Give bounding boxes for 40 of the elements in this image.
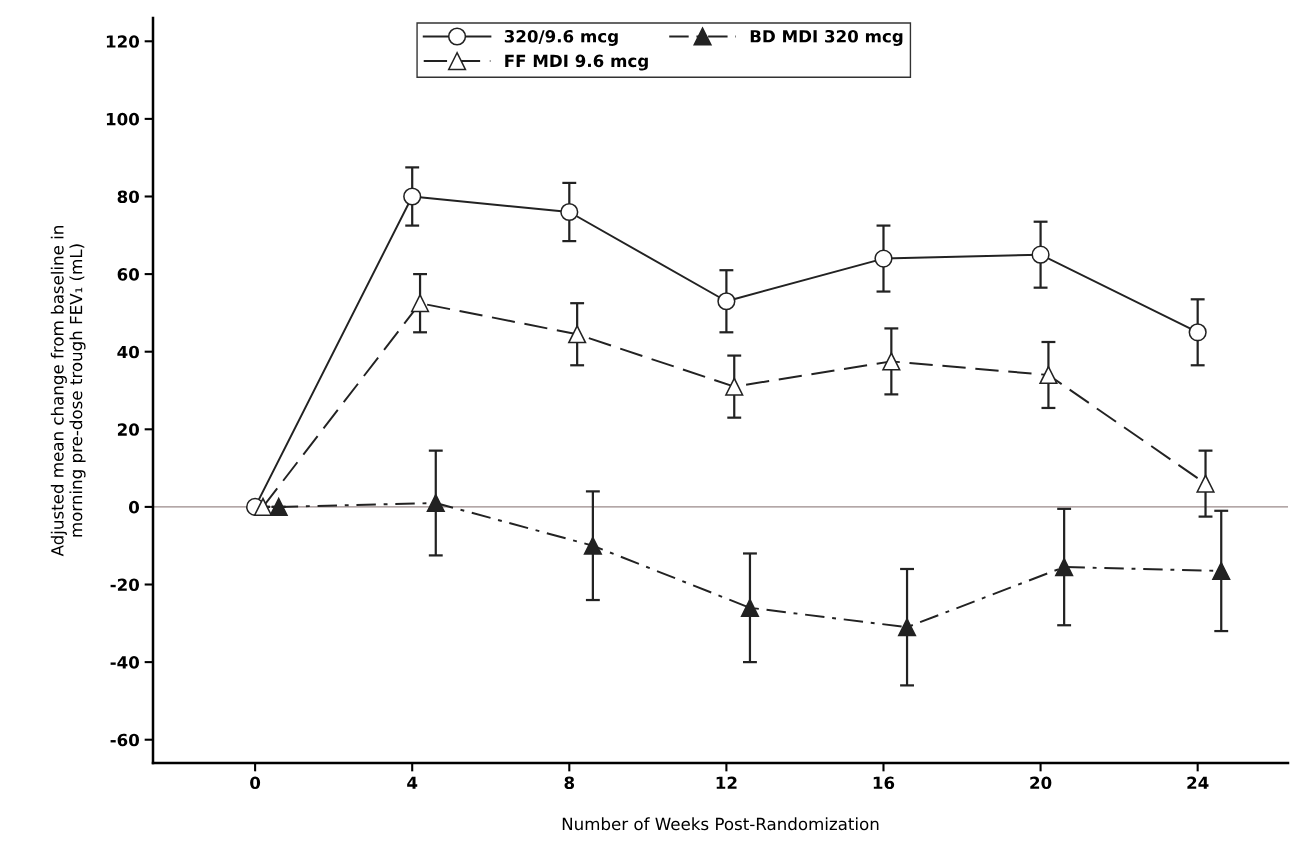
y-tick-label: 120 [106, 35, 140, 48]
y-tick-label: 60 [117, 268, 140, 281]
point [717, 292, 736, 311]
point [1196, 474, 1215, 493]
legend-label: 320/9.6 mcg [504, 29, 618, 46]
point [1055, 557, 1074, 577]
x-tick-label: 20 [1030, 776, 1052, 790]
x-tick-label: 8 [564, 776, 575, 790]
x-tick-label: 12 [716, 776, 737, 789]
y-tick-label: -20 [110, 578, 140, 592]
x-tick-label: 0 [250, 776, 261, 790]
y-tick-label: 100 [106, 112, 140, 126]
point [1212, 561, 1231, 581]
y-tick-label: 0 [129, 500, 140, 514]
y-tick-label: 40 [117, 345, 140, 359]
legend-label: FF MDI 9.6 mcg [505, 54, 648, 71]
point [403, 187, 422, 206]
x-axis-title: Number of Weeks Post-Randomization [562, 817, 879, 831]
point [1031, 245, 1050, 264]
y-axis-title: Adjusted mean change from baseline in morning pre-dose trough FEV₁ (mL) [50, 226, 86, 557]
legend-label: BD MDI 320 mcg [750, 29, 903, 46]
point [874, 249, 893, 268]
y-tick-label: -40 [110, 656, 140, 669]
point [426, 493, 445, 513]
point [740, 598, 760, 617]
y-tick-label: 80 [117, 190, 140, 204]
x-tick-label: 16 [873, 776, 895, 790]
point [410, 294, 430, 313]
point [583, 536, 602, 555]
point [568, 325, 587, 344]
x-tick-label: 4 [407, 776, 418, 789]
point [882, 352, 901, 371]
point [1039, 365, 1058, 385]
point [725, 377, 744, 396]
y-tick-label: 20 [117, 423, 140, 436]
y-tick-label: -60 [110, 733, 140, 747]
x-tick-label: 24 [1187, 776, 1209, 789]
point [897, 618, 917, 637]
point [560, 202, 579, 222]
point [1188, 323, 1207, 342]
